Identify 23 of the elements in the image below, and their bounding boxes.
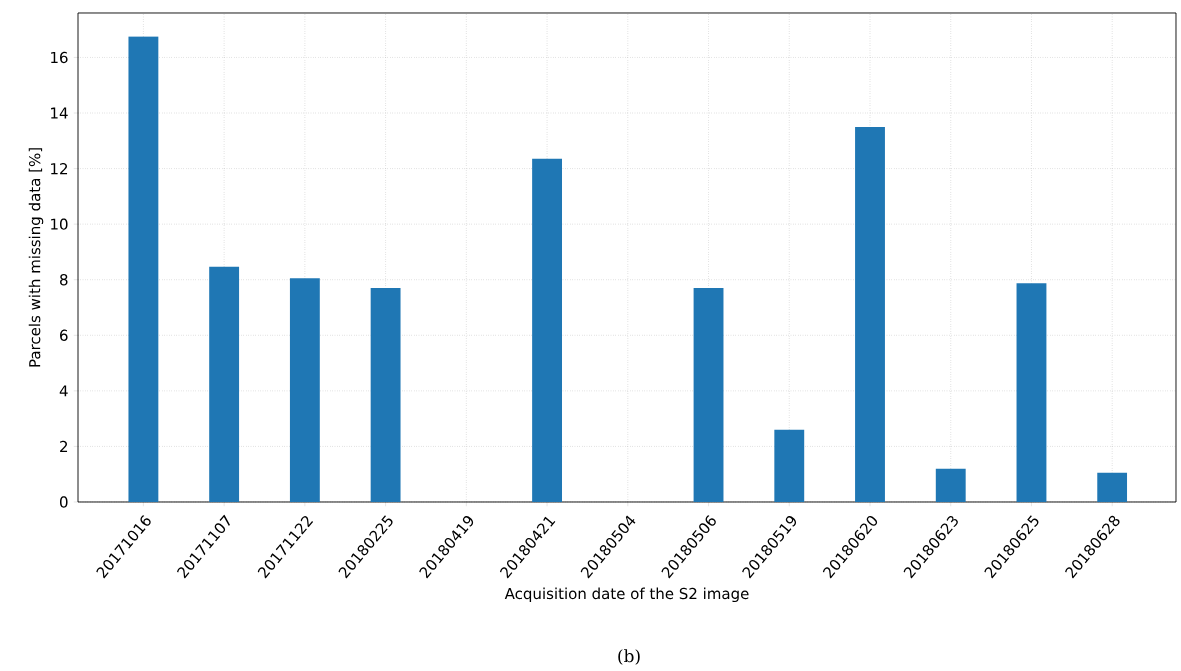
bar [1097,472,1128,502]
y-tick-label: 16 [51,51,68,64]
bar [532,158,563,502]
y-tick-label: 10 [51,218,68,230]
y-tick-label: 6 [60,329,68,341]
y-tick-label: 0 [59,496,68,508]
y-tick-label: 14 [51,107,68,119]
bar [289,278,320,502]
y-axis-title: Parcels with missing data [%] [28,148,44,367]
bar [128,36,159,502]
y-tick-label: 2 [60,440,68,452]
bar [855,126,885,502]
y-tick-label: 4 [59,385,68,397]
bar [1016,283,1047,502]
x-axis-title: Acquisition date of the S2 image [504,587,749,603]
y-tick-label: 8 [60,274,68,286]
bar [370,288,401,502]
y-tick-label: 12 [51,163,68,175]
text: (b) [618,649,640,665]
bar [774,429,805,502]
bar [209,266,240,502]
bar [693,288,724,502]
bar [935,468,966,502]
